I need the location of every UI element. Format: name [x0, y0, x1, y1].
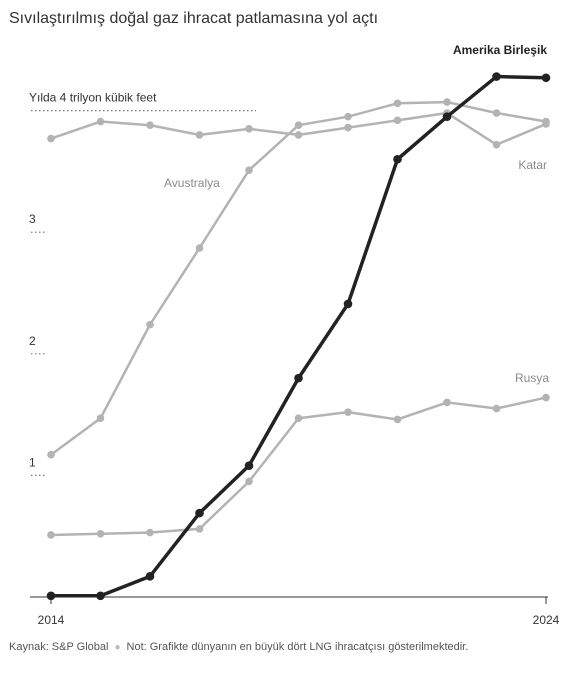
point-amerika-birle-ik-2014 — [46, 591, 56, 601]
x-tick-label-2024: 2024 — [533, 613, 560, 627]
point-katar-2014 — [47, 134, 55, 143]
point-rusya-2021 — [393, 415, 402, 424]
point-avustralya-2020 — [344, 112, 352, 121]
series-layer — [46, 72, 551, 601]
point-amerika-birle-ik-2019 — [294, 373, 303, 383]
point-amerika-birle-ik-2022 — [442, 112, 452, 121]
point-avustralya-2019 — [294, 121, 303, 129]
series-label-rusya: Rusya — [515, 371, 549, 385]
point-rusya-2014 — [47, 531, 55, 539]
series-line-avustralya — [50, 100, 547, 456]
point-katar-2021 — [393, 116, 402, 125]
point-rusya-2019 — [294, 414, 303, 423]
point-rusya-2020 — [344, 408, 352, 416]
point-avustralya-2023 — [492, 109, 501, 117]
point-avustralya-2018 — [245, 166, 253, 174]
x-tick-label-2014: 2014 — [38, 613, 65, 627]
point-amerika-birle-ik-2015 — [96, 591, 105, 601]
point-katar-2016 — [146, 121, 154, 129]
point-katar-2023 — [492, 140, 501, 149]
source-text: Kaynak: S&P Global — [9, 641, 109, 653]
separator-dot: ● — [114, 642, 121, 653]
series-line-amerika-birle-ik — [51, 74, 547, 598]
point-avustralya-2021 — [393, 99, 402, 108]
point-avustralya-2014 — [47, 450, 55, 459]
chart-title: Sıvılaştırılmış doğal gaz ihracat patlam… — [9, 10, 379, 27]
point-rusya-2015 — [96, 529, 105, 538]
point-amerika-birle-ik-2024 — [541, 73, 551, 83]
series-label-avustralya: Avustralya — [164, 176, 220, 190]
point-amerika-birle-ik-2023 — [492, 72, 501, 81]
point-katar-2024 — [542, 120, 550, 128]
y-tick-label-4: Yılda 4 trilyon kübik feet — [29, 91, 157, 105]
point-rusya-2023 — [492, 404, 501, 413]
y-tick-label-3: 3 — [29, 212, 36, 226]
y-tick-label-2: 2 — [29, 334, 36, 348]
point-avustralya-2017 — [195, 244, 204, 252]
point-katar-2019 — [294, 131, 303, 139]
point-avustralya-2022 — [443, 98, 451, 106]
point-rusya-2018 — [245, 477, 253, 486]
point-rusya-2017 — [195, 525, 204, 533]
point-amerika-birle-ik-2018 — [244, 461, 254, 470]
note-text: Not: Grafikte dünyanın en büyük dört LNG… — [126, 641, 469, 653]
point-avustralya-2016 — [146, 320, 154, 329]
point-amerika-birle-ik-2017 — [195, 508, 204, 518]
point-katar-2017 — [195, 131, 204, 139]
series-label-katar: Katar — [518, 158, 547, 172]
point-amerika-birle-ik-2016 — [145, 572, 155, 581]
axis-layer: 2014 2024 1 2 3 Yılda 4 trilyon kübik feet — [29, 91, 560, 627]
point-avustralya-2015 — [96, 414, 105, 423]
footer: Kaynak: S&P Global ● Not: Grafikte dünyanı… — [9, 641, 468, 653]
point-rusya-2022 — [443, 398, 451, 407]
y-tick-label-1: 1 — [29, 455, 36, 469]
point-rusya-2016 — [146, 528, 154, 537]
point-katar-2020 — [344, 123, 352, 132]
series-label-amerika-birle-ik: Amerika Birleşik — [453, 43, 547, 57]
point-katar-2018 — [245, 125, 253, 133]
point-amerika-birle-ik-2021 — [393, 154, 402, 164]
point-rusya-2024 — [542, 393, 550, 402]
point-amerika-birle-ik-2020 — [343, 299, 353, 309]
series-labels: Amerika Birleşik Avustralya Katar Rusya — [164, 43, 549, 385]
point-katar-2015 — [96, 117, 105, 126]
